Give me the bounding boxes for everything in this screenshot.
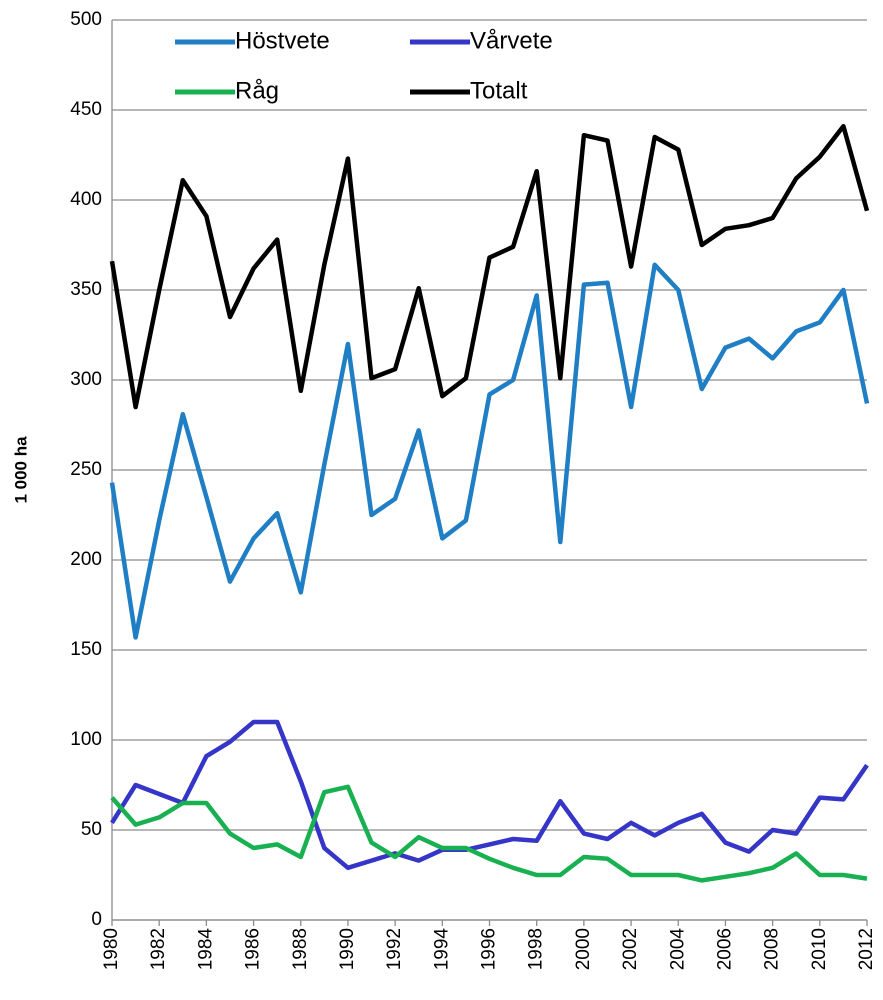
data-line [109,262,870,640]
x-tick-label: 1988 [290,928,311,970]
legend-label: Vårvete [470,27,553,54]
data-line [110,784,868,883]
x-tick-label: 1986 [243,928,264,970]
x-tick-label: 1990 [337,928,358,970]
y-tick-label: 0 [91,909,102,930]
legend-label: Råg [235,77,279,104]
legend-label: Höstvete [235,27,330,54]
y-tick-label: 450 [70,99,102,120]
x-tick-label: 2006 [714,928,735,970]
data-line [110,719,869,871]
x-tick-label: 1980 [101,928,122,970]
x-tick-label: 1994 [431,928,452,971]
x-tick-label: 2012 [856,928,877,970]
x-tick-label: 1992 [384,928,405,970]
x-tick-label: 1996 [479,928,500,970]
y-tick-label: 400 [70,189,102,210]
x-tick-label: 1984 [195,928,216,971]
y-tick-label: 300 [70,369,102,390]
y-tick-label: 250 [70,459,102,480]
x-tick-label: 2000 [573,928,594,970]
y-axis-label: 1 000 ha [11,436,30,504]
x-tick-label: 1982 [148,928,169,970]
data-line [109,123,870,410]
x-tick-label: 2008 [762,928,783,970]
x-tick-label: 2010 [809,928,830,970]
y-tick-label: 50 [81,819,102,840]
y-tick-label: 150 [70,639,102,660]
y-tick-label: 500 [70,9,102,30]
y-tick-label: 100 [70,729,102,750]
x-tick-label: 1998 [526,928,547,970]
y-tick-label: 200 [70,549,102,570]
x-tick-label: 2002 [620,928,641,970]
y-tick-label: 350 [70,279,102,300]
x-tick-label: 2004 [667,928,688,971]
legend-label: Totalt [470,77,528,104]
